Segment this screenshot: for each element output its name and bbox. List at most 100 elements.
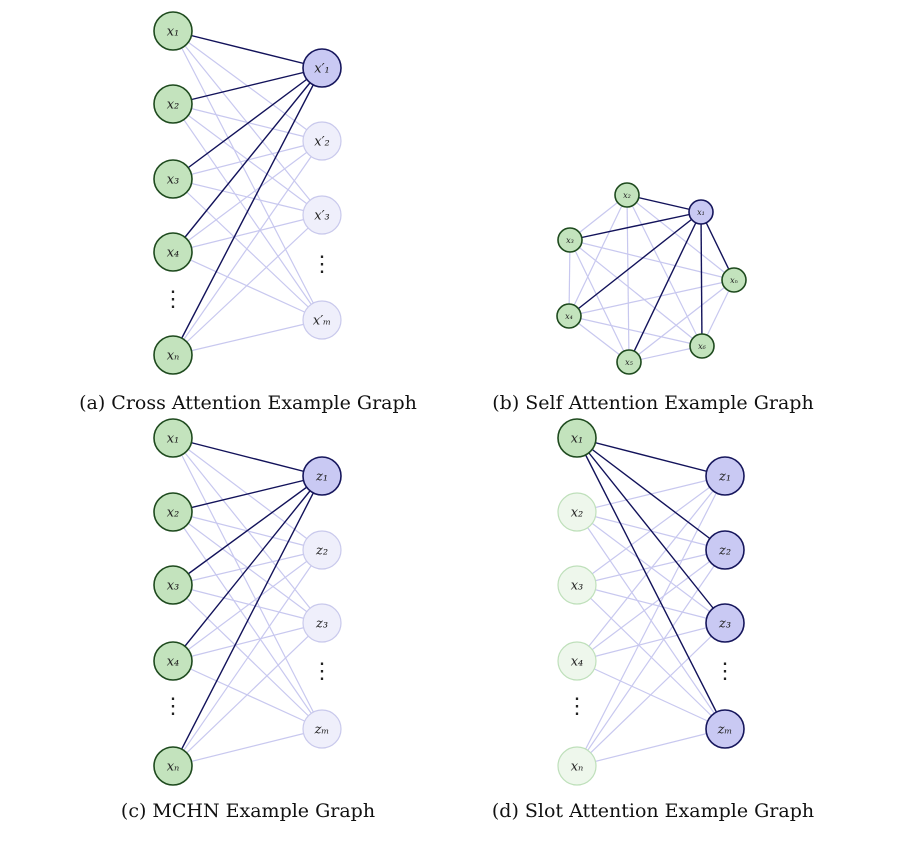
edge-l4-r1 bbox=[576, 549, 726, 767]
left-node-4-circle bbox=[557, 641, 597, 681]
edge-3-5 bbox=[569, 239, 630, 363]
left-node-1-circle bbox=[153, 11, 193, 51]
node-6-label: x₆ bbox=[698, 342, 707, 351]
edge-l2-r3 bbox=[172, 178, 323, 321]
right-node-3-circle bbox=[705, 603, 745, 643]
node-3-circle bbox=[557, 227, 583, 253]
edge-l3-r1 bbox=[172, 549, 323, 662]
node-3-label: x₃ bbox=[566, 236, 574, 245]
right-node-4: x′ₘ bbox=[302, 300, 342, 340]
left-node-2: x₂ bbox=[153, 84, 193, 124]
left-node-1: x₁ bbox=[557, 418, 597, 458]
right-node-2-label: z₂ bbox=[718, 544, 731, 559]
left-node-3: x₃ bbox=[153, 159, 193, 199]
right-node-4-label: zₘ bbox=[314, 723, 330, 738]
left-node-1-label: x₁ bbox=[167, 25, 180, 40]
left-node-4-label: x₄ bbox=[167, 655, 180, 670]
node-4-label: x₄ bbox=[565, 312, 573, 321]
right-node-4-label: zₘ bbox=[717, 723, 733, 738]
left-node-3: x₃ bbox=[153, 565, 193, 605]
right-node-3: z₃ bbox=[302, 603, 342, 643]
edge-l4-r0 bbox=[576, 475, 726, 767]
node-1-label: x₁ bbox=[697, 208, 705, 217]
left-node-5-label: xₙ bbox=[167, 760, 180, 775]
edges bbox=[172, 437, 323, 767]
edge-3-6 bbox=[569, 239, 703, 347]
edge-l3-r1 bbox=[172, 140, 323, 253]
edges bbox=[576, 437, 726, 767]
right-node-3-label: z₃ bbox=[315, 617, 328, 632]
node-1-circle bbox=[688, 199, 714, 225]
right-node-4-circle bbox=[705, 709, 745, 749]
node-7: xₙ bbox=[721, 267, 747, 293]
edge-l4-r3 bbox=[172, 319, 323, 356]
node-6-circle bbox=[689, 333, 715, 359]
right-ellipsis: ⋮ bbox=[311, 659, 333, 684]
right-node-1-circle bbox=[302, 456, 342, 496]
left-node-4-circle bbox=[153, 232, 193, 272]
edge-l4-r1 bbox=[172, 140, 323, 356]
edge-l4-r0 bbox=[172, 475, 323, 767]
panel-self-attention: x₁ x₂ x₃ x₄ x₅ x₆ xₙ bbox=[556, 182, 747, 375]
left-node-4: x₄ bbox=[153, 232, 193, 272]
left-node-4-label: x₄ bbox=[571, 655, 584, 670]
edge-4-7 bbox=[568, 279, 735, 317]
edge-l0-r3 bbox=[172, 437, 323, 730]
edge-l3-r0 bbox=[172, 67, 323, 253]
nodes: x₁ x₂ x₃ x₄ xₙ z₁ z₂ z₃ zₘ bbox=[557, 418, 745, 786]
edge-l3-r0 bbox=[172, 475, 323, 662]
node-4-circle bbox=[556, 303, 582, 329]
edge-l3-r0 bbox=[576, 475, 726, 662]
edge-l4-r3 bbox=[576, 728, 726, 767]
right-node-1-label: z₁ bbox=[718, 470, 731, 485]
left-node-3-label: x₃ bbox=[571, 579, 584, 594]
panel-cross-attention: x₁ x₂ x₃ x₄ xₙ x′₁ x′₂ x′₃ x′ₘ ⋮ ⋮ bbox=[153, 11, 342, 375]
edge-l3-r3 bbox=[172, 251, 323, 321]
right-node-2: z₂ bbox=[302, 530, 342, 570]
left-node-3-circle bbox=[557, 565, 597, 605]
left-node-1-label: x₁ bbox=[571, 432, 584, 447]
left-node-5: xₙ bbox=[153, 335, 193, 375]
left-node-3-circle bbox=[153, 565, 193, 605]
right-node-2: x′₂ bbox=[302, 121, 342, 161]
right-node-1-circle bbox=[705, 456, 745, 496]
edge-5-7 bbox=[628, 279, 735, 363]
right-node-4: zₘ bbox=[705, 709, 745, 749]
right-node-1-circle bbox=[302, 48, 342, 88]
edge-l2-r1 bbox=[576, 549, 726, 586]
edge-3-7 bbox=[569, 239, 735, 281]
edge-l0-r3 bbox=[576, 437, 726, 730]
left-node-5-circle bbox=[557, 746, 597, 786]
right-node-1: x′₁ bbox=[302, 48, 342, 88]
left-node-5: xₙ bbox=[557, 746, 597, 786]
right-node-3-label: z₃ bbox=[718, 617, 731, 632]
edge-l2-r2 bbox=[172, 584, 323, 624]
node-5: x₅ bbox=[616, 349, 642, 375]
left-node-1-circle bbox=[153, 418, 193, 458]
right-node-2-label: z₂ bbox=[315, 544, 328, 559]
edge-l3-r2 bbox=[172, 622, 323, 662]
edge-l2-r0 bbox=[172, 67, 323, 180]
edge-l4-r2 bbox=[576, 622, 726, 767]
right-node-4: zₘ bbox=[302, 709, 342, 749]
left-node-5-label: xₙ bbox=[167, 349, 180, 364]
left-node-5-label: xₙ bbox=[571, 760, 584, 775]
right-node-1: z₁ bbox=[705, 456, 745, 496]
left-node-3-label: x₃ bbox=[167, 579, 180, 594]
edge-1-4 bbox=[568, 211, 702, 317]
right-node-3: x′₃ bbox=[302, 195, 342, 235]
caption-c: (c) MCHN Example Graph bbox=[121, 800, 375, 822]
left-node-2: x₂ bbox=[153, 492, 193, 532]
node-2: x₂ bbox=[614, 182, 640, 208]
left-node-1: x₁ bbox=[153, 418, 193, 458]
node-2-circle bbox=[614, 182, 640, 208]
right-ellipsis: ⋮ bbox=[714, 659, 736, 684]
edge-l0-r0 bbox=[172, 30, 323, 69]
right-node-1-label: z₁ bbox=[315, 470, 328, 485]
right-node-4-label: x′ₘ bbox=[313, 314, 331, 329]
right-node-2-label: x′₂ bbox=[314, 135, 330, 150]
node-7-label: xₙ bbox=[730, 276, 738, 285]
left-node-3-circle bbox=[153, 159, 193, 199]
left-node-4: x₄ bbox=[153, 641, 193, 681]
left-node-2: x₂ bbox=[557, 492, 597, 532]
